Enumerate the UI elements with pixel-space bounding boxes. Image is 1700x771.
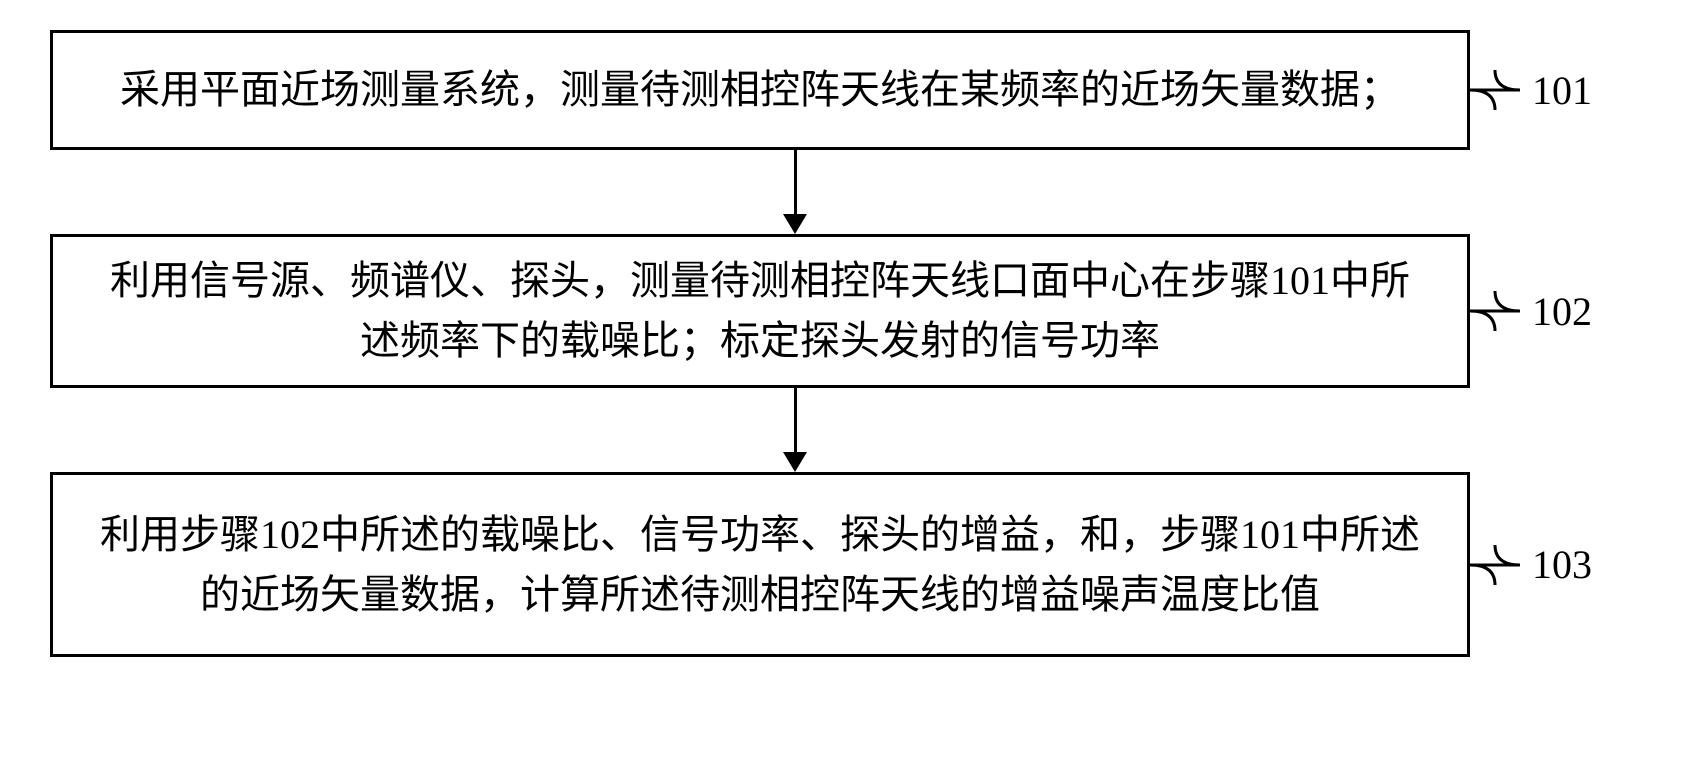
step-wrapper-1: 采用平面近场测量系统，测量待测相控阵天线在某频率的近场矢量数据； 101: [50, 30, 1650, 150]
step-box-2: 利用信号源、频谱仪、探头，测量待测相控阵天线口面中心在步骤101中所述频率下的载…: [50, 234, 1470, 388]
step-text-1: 采用平面近场测量系统，测量待测相控阵天线在某频率的近场矢量数据；: [120, 60, 1400, 120]
connector-bracket-1: [1470, 70, 1520, 110]
step-label-2: 102: [1532, 288, 1592, 335]
step-text-2: 利用信号源、频谱仪、探头，测量待测相控阵天线口面中心在步骤101中所述频率下的载…: [93, 251, 1427, 371]
connector-bracket-3: [1470, 545, 1520, 585]
step-label-1: 101: [1532, 67, 1592, 114]
arrow-line-2: [794, 388, 797, 453]
step-label-3: 103: [1532, 541, 1592, 588]
step-text-3: 利用步骤102中所述的载噪比、信号功率、探头的增益，和，步骤101中所述的近场矢…: [93, 505, 1427, 625]
flowchart-container: 采用平面近场测量系统，测量待测相控阵天线在某频率的近场矢量数据； 101 利用信…: [50, 30, 1650, 657]
arrow-head-2: [783, 452, 807, 472]
arrow-1: [783, 150, 807, 234]
arrow-line-1: [794, 150, 797, 215]
step-box-3: 利用步骤102中所述的载噪比、信号功率、探头的增益，和，步骤101中所述的近场矢…: [50, 472, 1470, 657]
arrow-head-1: [783, 214, 807, 234]
step-wrapper-2: 利用信号源、频谱仪、探头，测量待测相控阵天线口面中心在步骤101中所述频率下的载…: [50, 234, 1650, 388]
connector-bracket-2: [1470, 291, 1520, 331]
arrow-2: [783, 388, 807, 472]
step-wrapper-3: 利用步骤102中所述的载噪比、信号功率、探头的增益，和，步骤101中所述的近场矢…: [50, 472, 1650, 657]
step-box-1: 采用平面近场测量系统，测量待测相控阵天线在某频率的近场矢量数据；: [50, 30, 1470, 150]
